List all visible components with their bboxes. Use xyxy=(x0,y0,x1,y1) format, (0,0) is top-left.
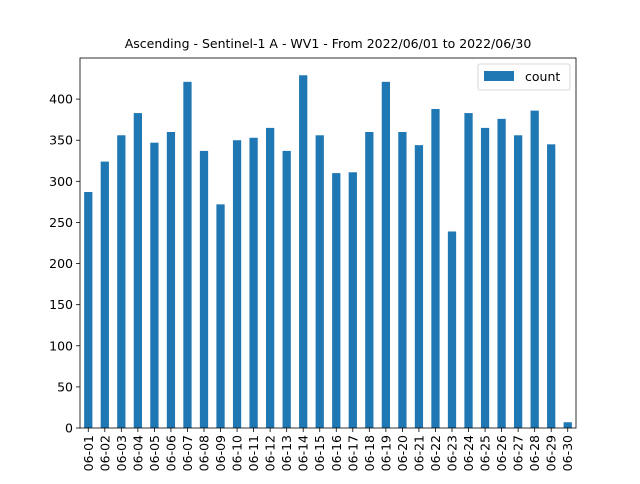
x-tick-label: 06-21 xyxy=(411,435,426,471)
bar-06-24 xyxy=(464,113,473,428)
x-tick-label: 06-18 xyxy=(362,435,377,471)
y-tick-label: 400 xyxy=(49,92,73,107)
legend-box xyxy=(477,63,571,91)
x-tick-label: 06-01 xyxy=(81,435,96,471)
bar-06-09 xyxy=(216,204,225,428)
y-tick-label: 50 xyxy=(57,379,73,394)
x-tick-label: 06-26 xyxy=(494,435,509,471)
y-tick-label: 0 xyxy=(65,421,73,436)
x-tick-label: 06-30 xyxy=(560,435,575,471)
x-tick-label: 06-17 xyxy=(345,435,360,471)
bar-06-07 xyxy=(183,81,192,428)
x-tick-label: 06-15 xyxy=(312,435,327,471)
x-tick-label: 06-04 xyxy=(130,435,145,471)
bar-06-19 xyxy=(381,81,390,428)
x-tick-label: 06-25 xyxy=(478,435,493,471)
bar-06-21 xyxy=(414,145,424,428)
x-tick-label: 06-22 xyxy=(428,435,443,471)
legend-label: count xyxy=(525,69,560,84)
x-tick-label: 06-03 xyxy=(114,435,129,471)
x-tick-label: 06-20 xyxy=(395,435,410,471)
x-tick-label: 06-09 xyxy=(213,435,228,471)
bar-06-14 xyxy=(299,75,308,429)
bar-06-04 xyxy=(133,113,142,428)
x-tick-label: 06-19 xyxy=(378,435,393,471)
bar-06-28 xyxy=(530,110,539,428)
x-tick-label: 06-10 xyxy=(230,435,245,471)
bar-06-15 xyxy=(315,135,324,429)
bar-06-11 xyxy=(249,137,258,428)
x-tick-label: 06-16 xyxy=(329,435,344,471)
x-tick-label: 06-06 xyxy=(163,435,178,471)
x-tick-label: 06-13 xyxy=(279,435,294,471)
bar-06-06 xyxy=(166,132,176,428)
x-tick-label: 06-11 xyxy=(246,435,261,471)
y-tick-label: 300 xyxy=(49,174,73,189)
x-tick-label: 06-05 xyxy=(147,435,162,471)
y-tick-label: 200 xyxy=(49,256,73,271)
bar-06-29 xyxy=(547,144,556,429)
y-tick-label: 250 xyxy=(49,215,73,230)
bar-06-30 xyxy=(563,422,572,428)
x-tick-label: 06-28 xyxy=(527,435,542,471)
bar-06-02 xyxy=(100,161,109,428)
bar-06-22 xyxy=(431,108,440,428)
bar-06-08 xyxy=(199,150,209,428)
bar-06-20 xyxy=(398,132,407,428)
bar-06-03 xyxy=(117,135,126,429)
y-tick-label: 350 xyxy=(49,133,73,148)
bar-06-13 xyxy=(282,150,291,428)
bar-06-16 xyxy=(332,173,341,428)
chart-title: Ascending - Sentinel-1 A - WV1 - From 20… xyxy=(125,36,532,51)
bar-06-05 xyxy=(150,142,159,428)
y-tick-label: 100 xyxy=(49,338,73,353)
bar-06-10 xyxy=(232,140,242,428)
x-tick-label: 06-08 xyxy=(197,435,212,471)
x-tick-label: 06-27 xyxy=(511,435,526,471)
legend[interactable]: count xyxy=(477,63,571,91)
bar-06-18 xyxy=(365,132,374,428)
x-tick-label: 06-07 xyxy=(180,435,195,471)
bar-06-27 xyxy=(514,135,523,429)
y-axis: 0 50 100 150 200 250 300 350 400 xyxy=(49,92,80,436)
bar-06-12 xyxy=(266,127,275,428)
bar-06-17 xyxy=(348,172,357,428)
x-tick-label: 06-12 xyxy=(263,435,278,471)
bar-06-23 xyxy=(447,231,457,428)
x-tick-label: 06-02 xyxy=(97,435,112,471)
y-tick-label: 150 xyxy=(49,297,73,312)
x-tick-label: 06-23 xyxy=(445,435,460,471)
x-tick-label: 06-29 xyxy=(544,435,559,471)
bars-group xyxy=(84,75,572,429)
x-tick-label: 06-24 xyxy=(461,435,476,471)
x-axis: 06-01 06-02 06-03 06-04 06-05 06-06 06-07 06-08… xyxy=(81,428,575,471)
plot-frame xyxy=(79,57,577,429)
bar-06-25 xyxy=(480,127,490,428)
bar-06-26 xyxy=(497,118,506,428)
bar-06-01 xyxy=(84,192,93,428)
legend-swatch xyxy=(484,71,514,81)
x-tick-label: 06-14 xyxy=(296,435,311,471)
